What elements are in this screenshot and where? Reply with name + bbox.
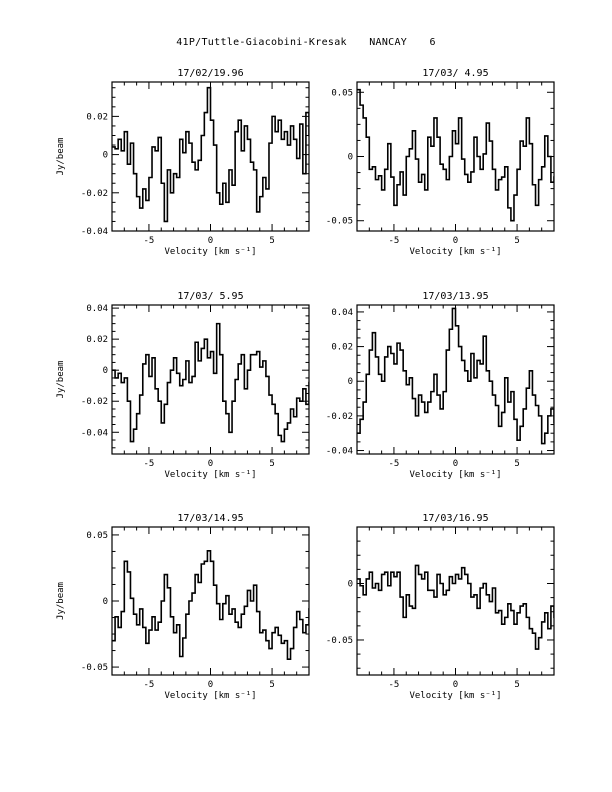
spectrum-panel-2: 17/03/ 4.95 -5 0 5 -0.05 0 0.05 Velocity [km s⁻… xyxy=(326,68,555,257)
spectrum-trace xyxy=(357,88,554,222)
y-tick-label: 0 xyxy=(103,151,108,161)
y-tick-label: -0.04 xyxy=(326,447,353,457)
x-tick-label: -5 xyxy=(389,236,400,246)
panel-title: 17/03/14.95 xyxy=(177,513,243,524)
y-tick-label: 0.02 xyxy=(86,335,108,345)
y-tick-label: 0 xyxy=(348,153,353,163)
y-tick-label: -0.02 xyxy=(326,412,353,422)
panel-title: 17/02/19.96 xyxy=(177,68,243,79)
x-tick-label: 5 xyxy=(514,680,519,690)
page-title: 41P/Tuttle-Giacobini-Kresak NANCAY 6 xyxy=(0,37,612,48)
spectrum-trace xyxy=(357,307,554,445)
spectrum-trace xyxy=(112,322,309,443)
x-tick-label: 0 xyxy=(208,459,213,469)
x-axis-label: Velocity [km s⁻¹] xyxy=(164,247,256,257)
panel-title: 17/03/ 5.95 xyxy=(177,291,243,302)
x-tick-label: 5 xyxy=(269,680,274,690)
y-tick-label: 0.02 xyxy=(331,343,353,353)
y-tick-label: -0.05 xyxy=(81,663,108,673)
plot-frame xyxy=(111,526,310,676)
station-name: NANCAY xyxy=(369,37,408,48)
spectrum-panel-5: 17/03/14.95 -5 0 5 -0.05 0 0.05 Velocity [km s⁻… xyxy=(56,513,310,701)
y-tick-label: -0.05 xyxy=(326,636,353,646)
x-tick-label: 0 xyxy=(453,236,458,246)
comet-name: 41P/Tuttle-Giacobini-Kresak xyxy=(176,37,347,48)
plot-frame xyxy=(356,526,555,676)
y-tick-label: 0.05 xyxy=(86,531,108,541)
x-axis-label: Velocity [km s⁻¹] xyxy=(409,247,501,257)
y-tick-label: 0 xyxy=(348,579,353,589)
y-axis-label: Jy/beam xyxy=(56,361,66,399)
page-number: 6 xyxy=(429,37,436,48)
y-axis-label: Jy/beam xyxy=(56,582,66,620)
spectrum-panel-3: 17/03/ 5.95 -5 0 5 -0.04 -0.02 0 0.02 0.04 Veloci… xyxy=(56,291,310,480)
plot-frame xyxy=(111,304,310,455)
x-tick-label: 5 xyxy=(514,236,519,246)
y-axis-label: Jy/beam xyxy=(56,138,66,176)
panel-title: 17/03/13.95 xyxy=(422,291,488,302)
y-tick-label: -0.04 xyxy=(81,227,108,237)
x-tick-label: 0 xyxy=(208,680,213,690)
x-tick-label: 0 xyxy=(453,459,458,469)
x-tick-label: 5 xyxy=(269,236,274,246)
y-tick-label: -0.02 xyxy=(81,397,108,407)
x-tick-label: -5 xyxy=(144,236,155,246)
panel-title: 17/03/ 4.95 xyxy=(422,68,488,79)
x-tick-label: 0 xyxy=(453,680,458,690)
x-axis-label: Velocity [km s⁻¹] xyxy=(409,691,501,701)
x-axis-label: Velocity [km s⁻¹] xyxy=(409,470,501,480)
y-tick-label: 0.04 xyxy=(86,304,108,314)
y-tick-label: -0.02 xyxy=(81,189,108,199)
y-tick-label: 0.05 xyxy=(331,88,353,98)
y-tick-label: -0.05 xyxy=(326,217,353,227)
x-tick-label: 5 xyxy=(514,459,519,469)
x-tick-label: -5 xyxy=(144,680,155,690)
y-tick-label: 0 xyxy=(103,597,108,607)
x-tick-label: -5 xyxy=(389,459,400,469)
panel-title: 17/03/16.95 xyxy=(422,513,488,524)
x-tick-label: 5 xyxy=(269,459,274,469)
x-tick-label: -5 xyxy=(144,459,155,469)
x-tick-label: 0 xyxy=(208,236,213,246)
y-tick-label: 0 xyxy=(103,366,108,376)
spectrum-trace xyxy=(112,549,309,660)
x-axis-label: Velocity [km s⁻¹] xyxy=(164,470,256,480)
plot-frame xyxy=(356,304,555,455)
y-tick-label: 0.02 xyxy=(86,112,108,122)
x-axis-label: Velocity [km s⁻¹] xyxy=(164,691,256,701)
y-tick-label: -0.04 xyxy=(81,428,108,438)
spectrum-panel-4: 17/03/13.95 -5 0 5 -0.04 -0.02 0 0.02 0.04 Veloci… xyxy=(326,291,555,480)
spectrum-panel-1: 17/02/19.96 -5 0 5 -0.04 -0.02 0 0.02 Velocity [… xyxy=(56,68,310,257)
spectrum-trace xyxy=(357,564,554,650)
x-tick-label: -5 xyxy=(389,680,400,690)
spectrum-trace xyxy=(112,86,309,223)
plot-frame xyxy=(356,81,555,232)
y-tick-label: 0 xyxy=(348,377,353,387)
y-tick-label: 0.04 xyxy=(331,308,353,318)
